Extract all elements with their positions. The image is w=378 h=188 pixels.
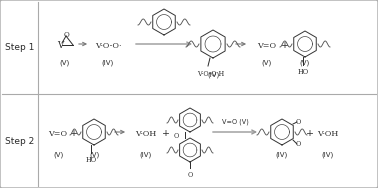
Text: (V): (V) bbox=[59, 60, 69, 66]
Text: V-OH: V-OH bbox=[135, 130, 156, 138]
Text: (V): (V) bbox=[53, 152, 63, 158]
Text: (V): (V) bbox=[300, 60, 310, 66]
Text: (IV): (IV) bbox=[140, 152, 152, 158]
Text: (IV): (IV) bbox=[322, 152, 334, 158]
Text: V=O: V=O bbox=[48, 130, 68, 138]
Text: V=O (V): V=O (V) bbox=[222, 119, 248, 125]
Text: O: O bbox=[295, 140, 301, 148]
Text: HO: HO bbox=[85, 156, 97, 164]
Text: O: O bbox=[187, 171, 193, 179]
Text: V-O-O·: V-O-O· bbox=[95, 42, 121, 50]
Text: Step 1: Step 1 bbox=[5, 42, 35, 52]
Text: O: O bbox=[64, 31, 70, 39]
Text: (IV): (IV) bbox=[276, 152, 288, 158]
Text: V-OH: V-OH bbox=[318, 130, 339, 138]
Text: (IV): (IV) bbox=[207, 72, 219, 78]
Text: V-O-O H: V-O-O H bbox=[197, 70, 225, 78]
Text: HO: HO bbox=[297, 68, 308, 76]
Text: +: + bbox=[162, 130, 170, 139]
Text: +: + bbox=[306, 130, 314, 139]
Text: +: + bbox=[281, 42, 289, 51]
Text: (V): (V) bbox=[262, 60, 272, 66]
Text: V: V bbox=[57, 42, 63, 51]
Text: (V): (V) bbox=[89, 152, 99, 158]
Text: +: + bbox=[70, 130, 78, 139]
Text: V=O: V=O bbox=[257, 42, 277, 50]
Text: O: O bbox=[295, 118, 301, 126]
Text: Step 2: Step 2 bbox=[5, 136, 35, 146]
Text: (IV): (IV) bbox=[102, 60, 114, 66]
Text: O: O bbox=[174, 132, 179, 140]
